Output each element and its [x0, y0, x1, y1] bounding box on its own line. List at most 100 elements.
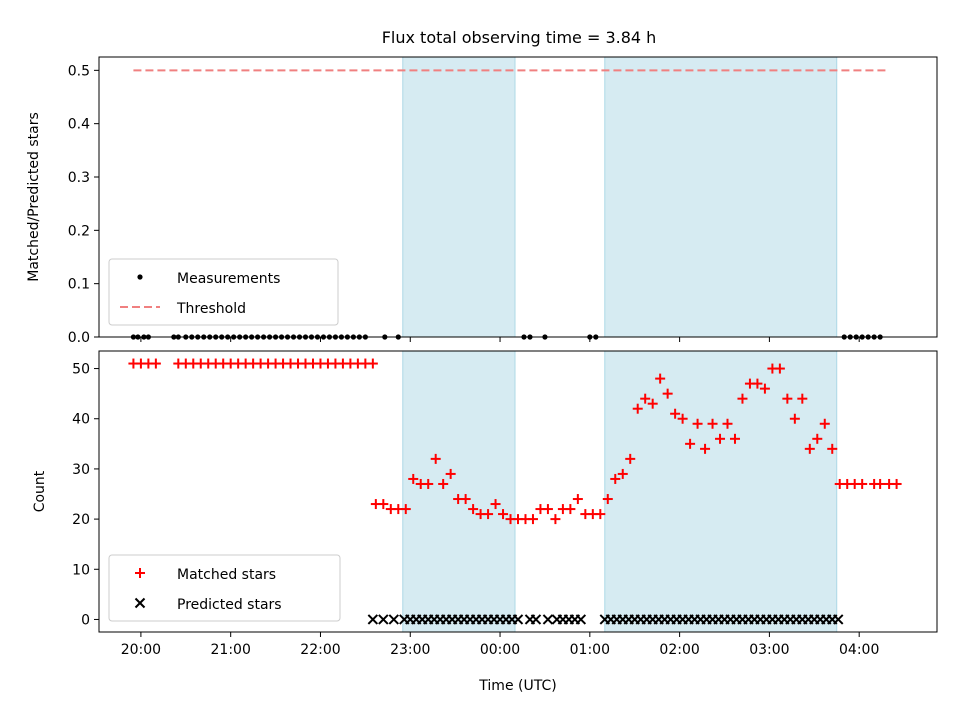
count-panel-yticks: 0 10 20 30 40 50	[72, 362, 99, 628]
x-tick-label: 21:00	[211, 642, 251, 658]
ratio-panel-frame	[98, 56, 938, 338]
x-tick-label: 22:00	[300, 642, 340, 658]
y-tick-label: 0.0	[68, 330, 90, 346]
legend-label-threshold: Threshold	[176, 301, 246, 317]
matched-star-point	[400, 504, 411, 515]
y-tick-label: 20	[72, 512, 90, 528]
x-tick-label: 02:00	[659, 642, 699, 658]
x-axis-label: Time (UTC)	[478, 678, 556, 694]
matched-star-point	[685, 438, 696, 449]
y-tick-label: 0.3	[68, 170, 90, 186]
matched-star-point	[677, 413, 688, 424]
matched-star-point	[527, 514, 538, 525]
matched-star-point	[423, 478, 434, 489]
count-panel: 0 10 20 30 40 50 20:00 21:00 22:00 23:00 00:00 01:…	[32, 350, 938, 694]
matched-star-point	[670, 408, 681, 419]
matched-star-point	[819, 418, 830, 429]
count-panel-ylabel: Count	[32, 470, 48, 512]
ratio-panel-shading	[402, 56, 838, 338]
y-tick-label: 10	[72, 562, 90, 578]
ratio-panel-ylabel: Matched/Predicted stars	[26, 112, 42, 282]
predicted-star-point	[575, 614, 587, 625]
matched-star-point	[655, 373, 666, 384]
legend-box	[108, 258, 339, 326]
legend-dot-marker	[137, 274, 143, 280]
y-tick-label: 0.5	[68, 63, 90, 79]
matched-star-point	[692, 418, 703, 429]
matched-star-point	[460, 494, 471, 505]
legend-label-measurements: Measurements	[177, 271, 280, 287]
matched-star-point	[722, 418, 733, 429]
matched-star-point	[542, 504, 553, 515]
matched-star-point	[438, 478, 449, 489]
shaded-interval	[402, 350, 516, 633]
x-tick-label: 01:00	[570, 642, 610, 658]
matched-star-point	[891, 478, 902, 489]
count-panel-legend: Matched stars Predicted stars	[108, 554, 341, 622]
predicted-star-point	[512, 614, 524, 625]
ratio-panel-legend: Measurements Threshold	[108, 258, 339, 326]
matched-star-point	[804, 443, 815, 454]
y-tick-label: 0.4	[68, 117, 90, 133]
matched-star-point	[875, 478, 886, 489]
y-tick-label: 50	[72, 362, 90, 378]
matched-star-point	[640, 393, 651, 404]
matched-star-point	[789, 413, 800, 424]
matched-star-point	[602, 494, 613, 505]
matched-star-point	[774, 363, 785, 374]
legend-box	[108, 554, 341, 622]
matched-star-point	[857, 478, 868, 489]
predicted-star-point	[542, 614, 554, 625]
predicted-star-point	[833, 614, 844, 625]
y-tick-label: 0.1	[68, 277, 90, 293]
matched-star-point	[595, 509, 606, 520]
matched-star-point	[759, 383, 770, 394]
matched-star-point	[367, 358, 378, 369]
predicted-star-point	[388, 614, 400, 625]
y-tick-label: 40	[72, 412, 90, 428]
matched-star-point	[715, 433, 726, 444]
count-panel-frame	[98, 350, 938, 633]
x-tick-label: 04:00	[839, 642, 879, 658]
chart-title: Flux total observing time = 3.84 h	[382, 28, 657, 47]
matched-star-point	[408, 473, 419, 484]
matched-star-point	[498, 509, 509, 520]
matched-star-point	[378, 499, 389, 510]
predicted-star-point	[378, 614, 389, 625]
shaded-interval	[604, 56, 838, 338]
count-panel-xticks: 20:00 21:00 22:00 23:00 00:00 01:00 02:00 03:00…	[121, 632, 879, 658]
y-tick-label: 30	[72, 462, 90, 478]
matched-star-point	[550, 514, 561, 525]
matched-star-point	[625, 453, 636, 464]
matched-star-point	[700, 443, 711, 454]
matched-star-point	[827, 443, 838, 454]
matched-star-point	[707, 418, 718, 429]
count-panel-points	[128, 358, 902, 625]
matched-star-point	[565, 504, 576, 515]
predicted-star-point	[530, 614, 542, 625]
matched-star-point	[797, 393, 808, 404]
matched-star-point	[483, 509, 494, 520]
matched-star-point	[445, 468, 456, 479]
matched-star-point	[647, 398, 658, 409]
ratio-panel: 0.0 0.1 0.2 0.3 0.4 0.5 Matched/Predicted sta…	[26, 56, 938, 346]
shaded-interval	[402, 56, 516, 338]
legend-x-marker	[134, 597, 146, 609]
matched-star-point	[632, 403, 643, 414]
matched-star-point	[610, 473, 621, 484]
matched-star-point	[729, 433, 740, 444]
ratio-panel-xticks	[140, 337, 860, 342]
predicted-star-point	[367, 614, 379, 625]
legend-label-predicted: Predicted stars	[177, 597, 282, 613]
count-panel-shading	[402, 350, 838, 633]
legend-label-matched: Matched stars	[177, 567, 276, 583]
x-tick-label: 20:00	[121, 642, 161, 658]
matched-star-point	[490, 499, 501, 510]
matched-star-point	[782, 393, 793, 404]
x-tick-label: 03:00	[749, 642, 789, 658]
matched-star-point	[617, 468, 628, 479]
x-tick-label: 23:00	[390, 642, 430, 658]
legend-plus-marker	[135, 568, 145, 578]
matched-star-point	[150, 358, 161, 369]
